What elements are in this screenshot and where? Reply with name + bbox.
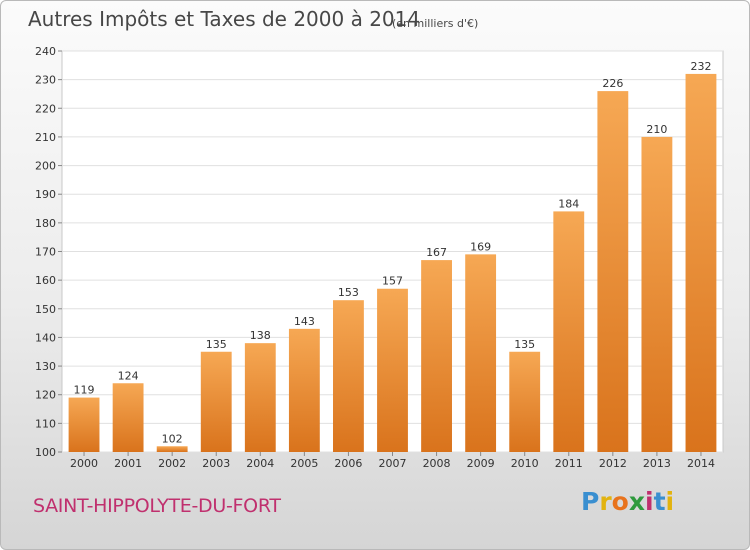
y-tick-label: 110 (35, 417, 56, 430)
y-tick-label: 150 (35, 303, 56, 316)
y-tick-label: 160 (35, 274, 56, 287)
x-tick-label: 2011 (555, 457, 583, 470)
data-label: 119 (74, 384, 95, 397)
logo-letter: o (611, 487, 629, 516)
bars: 119 124 102 135 138 143 153 157 167 169 135 184 226 2… (68, 60, 717, 453)
proxiti-logo[interactable]: Proxiti (581, 487, 674, 516)
x-tick-label: 2002 (158, 457, 186, 470)
x-tick-label: 2004 (246, 457, 274, 470)
data-label: 157 (382, 275, 403, 288)
x-tick-label: 2001 (114, 457, 142, 470)
bar (509, 351, 541, 452)
bar (244, 343, 276, 452)
data-label: 153 (338, 286, 359, 299)
logo-letter: r (599, 487, 612, 516)
bar (68, 397, 100, 452)
x-tick-label: 2014 (687, 457, 715, 470)
data-label: 232 (690, 60, 711, 73)
data-label: 102 (162, 432, 183, 445)
x-tick-label: 2013 (643, 457, 671, 470)
data-label: 138 (250, 329, 271, 342)
x-axis: 2000 2001 2002 2003 2004 2005 2006 2007 2008 2009… (70, 452, 715, 470)
y-axis: 100 110 120 130 140 150 160 170 180 190 200 210 220 2… (35, 45, 62, 459)
x-tick-label: 2005 (290, 457, 318, 470)
x-tick-label: 2003 (202, 457, 230, 470)
y-tick-label: 120 (35, 389, 56, 402)
data-label: 226 (602, 77, 623, 90)
bar (597, 91, 629, 452)
data-label: 135 (206, 338, 227, 351)
town-name: SAINT-HIPPOLYTE-DU-FORT (33, 495, 281, 517)
y-tick-label: 170 (35, 246, 56, 259)
y-tick-label: 130 (35, 360, 56, 373)
y-tick-label: 230 (35, 74, 56, 87)
data-label: 135 (514, 338, 535, 351)
x-tick-label: 2009 (467, 457, 495, 470)
data-label: 169 (470, 240, 491, 253)
data-label: 167 (426, 246, 447, 259)
chart-title: Autres Impôts et Taxes de 2000 à 2014 (28, 7, 421, 31)
logo-letter: P (581, 487, 600, 516)
bar (288, 328, 320, 452)
data-label: 184 (558, 197, 579, 210)
bar (641, 136, 673, 452)
y-tick-label: 100 (35, 446, 56, 459)
y-tick-label: 200 (35, 160, 56, 173)
data-label: 143 (294, 315, 315, 328)
x-tick-label: 2010 (511, 457, 539, 470)
x-tick-label: 2000 (70, 457, 98, 470)
y-tick-label: 220 (35, 102, 56, 115)
bar (377, 288, 408, 452)
y-tick-label: 210 (35, 131, 56, 144)
bar (465, 254, 497, 452)
logo-letter: i (645, 487, 654, 516)
bar (553, 211, 585, 452)
x-tick-label: 2012 (599, 457, 627, 470)
y-tick-label: 190 (35, 188, 56, 201)
x-tick-label: 2008 (423, 457, 451, 470)
bar (333, 300, 364, 452)
x-tick-label: 2007 (379, 457, 407, 470)
logo-letter: x (628, 487, 645, 516)
bar (421, 260, 452, 452)
y-tick-label: 240 (35, 45, 56, 58)
bar (156, 446, 188, 452)
y-tick-label: 140 (35, 331, 56, 344)
bar (200, 351, 232, 452)
bar (685, 73, 717, 453)
x-tick-label: 2006 (334, 457, 362, 470)
y-tick-label: 180 (35, 217, 56, 230)
data-label: 124 (118, 369, 139, 382)
bar (112, 383, 144, 452)
logo-letter: i (665, 487, 675, 516)
chart-subtitle: (en milliers d'€) (392, 17, 479, 30)
logo-letter: t (653, 487, 666, 516)
data-label: 210 (646, 123, 667, 136)
